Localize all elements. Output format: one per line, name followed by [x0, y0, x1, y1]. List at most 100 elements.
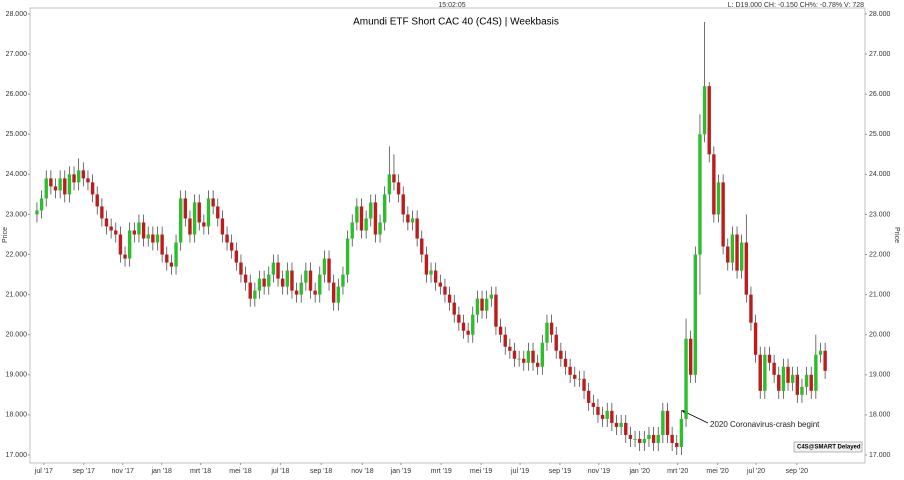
candle-body	[267, 274, 271, 287]
x-tick-label: mei '18	[229, 468, 251, 475]
y2-tick-label: 22.000	[869, 251, 891, 258]
x-tick-label: sep '19	[549, 468, 571, 475]
x-tick-label: mrt '18	[190, 468, 211, 475]
candle-body	[466, 330, 470, 335]
y-tick-label: 22.000	[6, 251, 28, 258]
candle-body	[327, 258, 331, 283]
candle-body	[420, 238, 424, 255]
x-tick-label: sep '20	[786, 468, 808, 475]
candle-body	[72, 174, 76, 183]
candle-body	[197, 202, 201, 223]
candle-body	[637, 438, 642, 443]
candle-body	[480, 298, 484, 311]
candle-body	[151, 234, 155, 243]
candle-body	[535, 362, 540, 367]
candle-body	[318, 274, 322, 295]
candle-body	[545, 322, 549, 343]
candle-body	[49, 178, 53, 187]
candle-body	[90, 182, 95, 195]
candle-body	[359, 206, 364, 231]
candle-body	[790, 374, 795, 383]
candle-body	[744, 242, 749, 295]
candle-body	[693, 254, 698, 375]
x-tick-label: jan '20	[628, 468, 650, 475]
candle-body	[438, 282, 443, 287]
candle-body	[605, 410, 609, 419]
x-tick-label: jul '17	[34, 468, 53, 475]
candle-body	[406, 214, 410, 223]
candle-body	[155, 234, 160, 243]
candle-body	[619, 422, 623, 427]
candle-body	[814, 354, 818, 391]
candle-body	[369, 202, 373, 219]
y-tick-label: 26.000	[6, 91, 28, 98]
candle-body	[554, 334, 558, 351]
candle-body	[591, 402, 596, 407]
candle-body	[610, 410, 614, 423]
candle-body	[211, 198, 215, 207]
candle-body	[299, 282, 303, 295]
y2-tick-label: 21.000	[869, 291, 891, 298]
candle-body	[614, 422, 619, 427]
candle-body	[160, 234, 164, 255]
candle-body	[308, 270, 313, 291]
candle-body	[123, 254, 127, 259]
candle-body	[642, 438, 647, 443]
y-tick-label: 17.000	[6, 452, 28, 459]
x-tick-label: jul '20	[746, 468, 765, 475]
candle-body	[341, 274, 345, 287]
candle-body	[141, 222, 146, 239]
candle-body	[109, 226, 113, 231]
candle-body	[508, 346, 512, 351]
candle-body	[44, 178, 48, 199]
candle-body	[503, 334, 507, 347]
candle-body	[53, 186, 58, 191]
y2-tick-label: 20.000	[869, 332, 891, 339]
candle-body	[382, 194, 387, 223]
x-tick-label: mrt '20	[667, 468, 688, 475]
candle-body	[596, 406, 600, 415]
candle-body	[206, 198, 211, 227]
candle-body	[800, 386, 804, 395]
candle-body	[336, 286, 341, 303]
candle-body	[118, 234, 123, 255]
candle-body	[484, 298, 489, 311]
candle-body	[702, 86, 707, 135]
candle-body	[216, 206, 220, 219]
candle-body	[716, 182, 721, 215]
status: L: D19.000 CH: -0.150 CH%: -0.78% V: 728	[728, 2, 864, 9]
candle-body	[104, 218, 109, 227]
candle-body	[730, 234, 735, 263]
candle-body	[169, 262, 174, 267]
candle-body	[753, 322, 758, 355]
candle-body	[712, 154, 716, 215]
candle-body	[202, 222, 206, 227]
candle-body	[100, 206, 104, 219]
candle-body	[174, 242, 178, 267]
y2-tick-label: 25.000	[869, 131, 891, 138]
candle-body	[526, 350, 531, 363]
y-tick-label: 24.000	[6, 171, 28, 178]
x-tick-label: jan '18	[150, 468, 172, 475]
candle-body	[178, 198, 183, 243]
y2-axis-label: Price	[893, 227, 900, 243]
x-tick-label: jan '19	[390, 468, 412, 475]
badge-box	[793, 441, 863, 453]
candle-body	[146, 234, 150, 239]
x-tick-label: nov '19	[588, 468, 610, 475]
candle-body	[573, 374, 577, 379]
y-tick-label: 21.000	[6, 291, 28, 298]
annotation: 2020 Coronavirus-crash begint	[710, 420, 820, 429]
candle-body	[721, 182, 725, 247]
candle-body	[364, 218, 368, 231]
y-tick-label: 28.000	[6, 11, 28, 18]
x-tick-label: jul '18	[270, 468, 289, 475]
candle-body	[586, 390, 591, 403]
candle-body	[749, 294, 753, 323]
candle-body	[132, 230, 137, 235]
candle-body	[763, 354, 767, 391]
y2-tick-label: 17.000	[869, 452, 891, 459]
candle-body	[559, 350, 563, 359]
candle-body	[433, 270, 438, 283]
